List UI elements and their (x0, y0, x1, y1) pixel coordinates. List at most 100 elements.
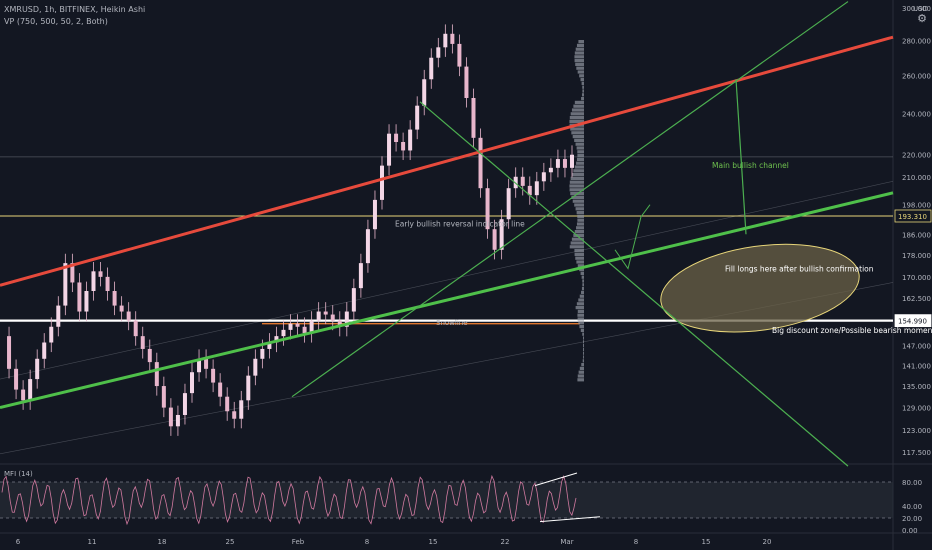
candle-body (372, 199, 377, 230)
x-tick-label: 8 (365, 538, 369, 546)
volume-profile-bar (582, 279, 584, 283)
volume-profile-bar (581, 275, 584, 279)
y-tick-label: 210.000 (902, 174, 931, 182)
mfi-tick-label: 0.00 (902, 527, 918, 535)
volume-profile-bar (569, 188, 584, 192)
volume-profile-bar (582, 359, 584, 363)
annotation-reversal: Early bullish reversal indicator line (395, 220, 525, 229)
candle-body (232, 411, 237, 419)
volume-profile-bar (570, 176, 584, 180)
volume-profile-bar (576, 222, 584, 226)
candle-body (309, 320, 314, 333)
volume-profile-bar (574, 59, 584, 63)
candle-body (147, 348, 152, 363)
volume-profile-bar (571, 108, 584, 112)
candle-body (7, 336, 12, 369)
candle-body (161, 386, 166, 408)
candle-body (175, 414, 180, 427)
candle-body (527, 185, 532, 196)
candle-body (358, 263, 363, 289)
candle-body (429, 57, 434, 80)
volume-profile-bar (573, 233, 584, 237)
projection-path (614, 204, 651, 270)
mfi-divergence-upper (534, 472, 578, 487)
volume-profile-bar (577, 154, 584, 158)
gear-icon[interactable]: ⚙ (917, 12, 927, 25)
candle-body (492, 229, 497, 250)
mfi-title: MFI (14) (4, 470, 33, 478)
y-tick-label: 186.000 (902, 231, 931, 239)
mfi-tick-label: 80.00 (902, 479, 922, 487)
volume-profile-bar (583, 351, 584, 355)
y-tick-label: 178.000 (902, 252, 931, 260)
volume-profile-bar (571, 173, 584, 177)
candle-body (316, 311, 321, 321)
volume-profile-bar (578, 40, 584, 44)
candle-body (485, 188, 490, 230)
volume-profile-bar (569, 116, 584, 120)
volume-profile-bar (579, 294, 584, 298)
candle-body (443, 33, 448, 48)
volume-profile-bar (581, 290, 584, 294)
candle-body (77, 282, 82, 312)
volume-profile-bar (580, 328, 584, 332)
candle-body (28, 379, 33, 401)
y-tick-label: 220.000 (902, 152, 931, 160)
candle-body (288, 323, 293, 330)
volume-profile-bar (581, 97, 584, 101)
candle-body (56, 305, 61, 327)
volume-profile-bar (583, 355, 584, 359)
y-tick-label: 260.000 (902, 73, 931, 81)
volume-profile-bar (581, 81, 584, 85)
candle-body (520, 176, 525, 186)
candle-body (126, 311, 131, 321)
candle-body (260, 348, 265, 359)
volume-profile-bar (579, 268, 584, 272)
volume-profile-bar (577, 70, 584, 74)
candle-body (436, 47, 441, 58)
volume-profile-bar (571, 195, 584, 199)
volume-profile-bar (574, 51, 584, 55)
candle-body (119, 305, 124, 312)
candle-body (302, 326, 307, 333)
mfi-tick-label: 20.00 (902, 515, 922, 523)
x-tick-label: 15 (429, 538, 438, 546)
volume-profile-bar (569, 245, 584, 249)
volume-profile-bar (577, 378, 584, 382)
y-tick-label: 170.000 (902, 274, 931, 282)
candle-body (464, 66, 469, 98)
annotation-channel: Main bullish channel (712, 161, 789, 170)
candle-body (182, 393, 187, 415)
volume-profile-bar (576, 211, 584, 215)
candle-body (415, 105, 420, 130)
candle-body (239, 400, 244, 419)
volume-profile-bar (577, 317, 584, 321)
volume-profile-bar (569, 184, 584, 188)
candle-body (63, 263, 68, 306)
volume-profile-bar (576, 66, 584, 70)
x-tick-label: 15 (702, 538, 711, 546)
volume-profile-bar (582, 332, 584, 336)
x-tick-label: 25 (226, 538, 235, 546)
volume-profile-bar (574, 138, 584, 142)
candle-body (337, 320, 342, 327)
y-tick-label: 300.000 (902, 5, 931, 13)
candle-body (14, 368, 19, 390)
x-tick-label: 6 (16, 538, 21, 546)
candle-body (281, 329, 286, 337)
volume-profile-bar (575, 256, 584, 260)
candle-body (211, 368, 216, 383)
volume-profile-bar (578, 370, 584, 374)
y-tick-label: 280.000 (902, 38, 931, 46)
candle-body (246, 375, 251, 401)
candle-body (225, 396, 230, 412)
volume-profile-bar (583, 336, 584, 340)
y-tick-label: 240.000 (902, 111, 931, 119)
green-downtrend-line (419, 101, 849, 467)
candle-body (330, 314, 335, 321)
volume-profile-bar (576, 43, 584, 47)
candle-body (541, 172, 546, 182)
x-tick-label: Mar (560, 538, 573, 546)
candle-body (471, 97, 476, 138)
